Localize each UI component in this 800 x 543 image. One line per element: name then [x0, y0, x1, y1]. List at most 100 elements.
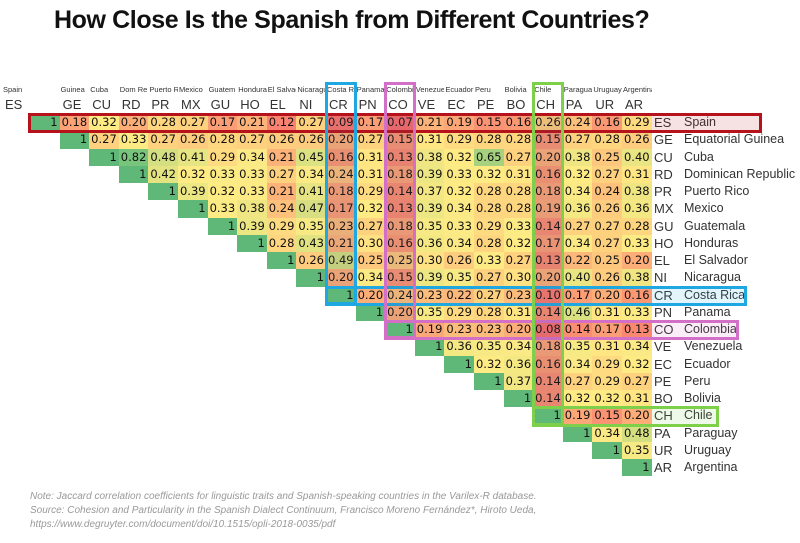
heatmap-cell: 0.18: [59, 114, 90, 132]
heatmap-cell: 0.29: [622, 114, 652, 132]
heatmap-cell: 0.33: [503, 217, 534, 235]
heatmap-cell: 0.26: [592, 269, 622, 287]
heatmap-cell: 0.20: [592, 286, 622, 304]
heatmap-cell: 0.31: [592, 303, 622, 321]
column-header-code: BO: [506, 97, 526, 112]
diagonal-cell: 1: [326, 286, 356, 304]
heatmap-cell: 0.15: [385, 269, 415, 287]
heatmap-cell: 0.33: [444, 217, 474, 235]
heatmap-cell: 0.20: [118, 114, 149, 132]
heatmap-cell: 0.34: [444, 200, 474, 218]
diagonal-cell: 1: [562, 424, 593, 442]
row-label-code: EC: [654, 356, 673, 372]
heatmap-cell: 0.17: [326, 200, 356, 218]
heatmap-cell: 0.34: [503, 338, 534, 356]
heatmap-cell: 0.34: [562, 234, 593, 252]
heatmap-cell: 0.18: [385, 165, 415, 183]
heatmap-cell: 0.29: [592, 355, 622, 373]
heatmap-cell: 0.32: [562, 165, 593, 183]
heatmap-cell: 0.31: [503, 303, 534, 321]
heatmap-cell: 0.35: [444, 269, 474, 287]
heatmap-cell: 0.32: [592, 390, 622, 408]
heatmap-cell: 0.34: [622, 338, 652, 356]
heatmap-cell: 0.27: [592, 217, 622, 235]
heatmap-cell: 0.34: [592, 424, 622, 442]
column-header-name: Guatem: [208, 85, 236, 94]
heatmap-cell: 0.08: [533, 321, 563, 339]
row-label-code: CU: [654, 149, 673, 165]
heatmap-cell: 0.32: [622, 355, 652, 373]
heatmap-cell: 0.36: [503, 355, 534, 373]
heatmap-cell: 0.29: [355, 183, 386, 201]
heatmap-cell: 0.27: [296, 114, 326, 132]
heatmap-cell: 0.17: [592, 321, 622, 339]
column-header-code: EC: [447, 97, 466, 112]
heatmap-cell: 0.42: [148, 165, 178, 183]
heatmap-cell: 0.18: [326, 183, 356, 201]
heatmap-cell: 0.18: [533, 338, 563, 356]
heatmap-cell: 0.14: [533, 372, 563, 390]
row-label-name: Chile: [684, 408, 713, 423]
heatmap-cell: 0.15: [474, 114, 504, 132]
heatmap-cell: 0.09: [326, 114, 356, 132]
heatmap-cell: 0.29: [592, 372, 622, 390]
heatmap-cell: 0.33: [622, 303, 652, 321]
column-header-name: Guinea: [60, 85, 85, 94]
heatmap-cell: 0.26: [592, 200, 622, 218]
column-header-code: CU: [92, 97, 111, 112]
heatmap-cell: 0.41: [296, 183, 326, 201]
heatmap-cell: 0.26: [533, 114, 563, 132]
heatmap-cell: 0.14: [533, 217, 563, 235]
heatmap-cell: 0.33: [237, 165, 267, 183]
row-label-code: VE: [654, 339, 672, 355]
column-header-name: Bolivia: [504, 85, 527, 94]
heatmap-cell: 0.16: [385, 234, 415, 252]
heatmap-cell: 0.39: [178, 183, 208, 201]
heatmap-cell: 0.21: [237, 114, 267, 132]
heatmap-cell: 0.26: [296, 252, 326, 270]
row-label-name: El Salvador: [684, 253, 748, 267]
column-header-name: Nicaragu: [297, 85, 326, 94]
heatmap-cell: 0.27: [237, 131, 267, 149]
heatmap-cell: 0.32: [355, 200, 386, 218]
heatmap-cell: 0.14: [562, 321, 593, 339]
row-label-code: PR: [654, 184, 673, 199]
heatmap-cell: 0.33: [444, 165, 474, 183]
row-label-name: Uruguay: [684, 442, 732, 457]
column-header-code: CH: [536, 97, 555, 112]
heatmap-cell: 0.17: [355, 114, 386, 132]
source-url[interactable]: https://www.degruyter.com/document/doi/1…: [30, 519, 336, 530]
row-label-name: Bolivia: [684, 391, 721, 405]
heatmap-cell: 0.31: [355, 148, 386, 166]
heatmap-cell: 0.19: [414, 321, 445, 339]
heatmap-cell: 0.26: [444, 252, 474, 270]
row-label-code: PN: [654, 304, 673, 320]
heatmap-cell: 0.27: [503, 252, 534, 270]
heatmap-cell: 0.35: [622, 441, 652, 459]
column-header-name: Uruguay: [593, 85, 622, 94]
heatmap-cell: 0.38: [622, 183, 652, 201]
heatmap-cell: 0.32: [474, 355, 504, 373]
heatmap-cell: 0.20: [385, 303, 415, 321]
row-label-name: Argentina: [684, 460, 738, 474]
diagonal-cell: 1: [592, 441, 622, 459]
heatmap-cell: 0.27: [592, 234, 622, 252]
column-header-name: Paragua: [563, 85, 593, 94]
column-header-name: Venezuel: [415, 85, 445, 94]
heatmap-cell: 0.28: [592, 131, 622, 149]
heatmap-cell: 0.16: [503, 114, 534, 132]
row-label-code: MX: [654, 201, 674, 217]
heatmap-cell: 0.36: [414, 234, 445, 252]
diagonal-cell: 1: [148, 183, 178, 201]
heatmap-cell: 0.14: [533, 303, 563, 321]
heatmap-cell: 0.32: [178, 165, 208, 183]
heatmap-cell: 0.27: [562, 372, 593, 390]
heatmap-cell: 0.20: [355, 286, 386, 304]
column-header-name: Puerto R: [149, 85, 178, 94]
heatmap-cell: 0.24: [562, 114, 593, 132]
heatmap-cell: 0.31: [622, 165, 652, 183]
heatmap-cell: 0.20: [326, 269, 356, 287]
row-label-name: Spain: [684, 115, 716, 129]
heatmap-cell: 0.27: [355, 217, 386, 235]
heatmap-cell: 0.17: [207, 114, 238, 132]
